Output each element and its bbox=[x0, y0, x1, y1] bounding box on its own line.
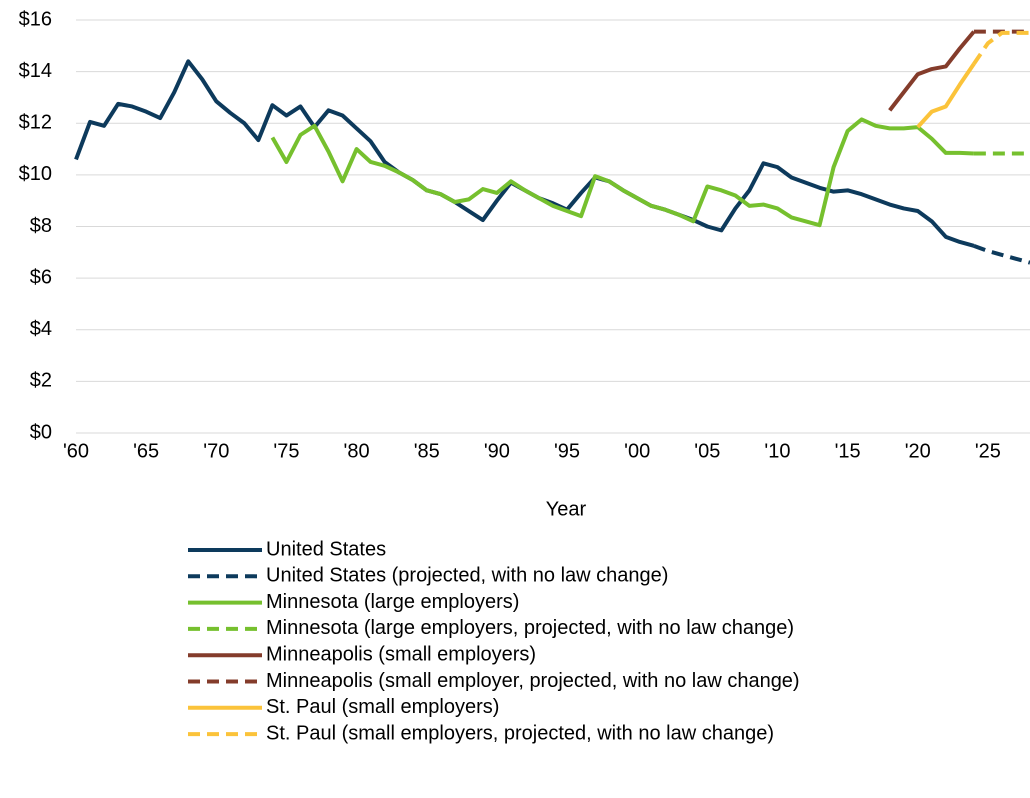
series-line bbox=[916, 62, 976, 129]
legend-label: St. Paul (small employers) bbox=[266, 696, 499, 718]
x-tick-label: '25 bbox=[975, 440, 1001, 462]
x-tick-label: '85 bbox=[414, 440, 440, 462]
y-tick-label: $12 bbox=[19, 112, 52, 134]
legend-label: United States (projected, with no law ch… bbox=[266, 565, 668, 587]
y-tick-label: $10 bbox=[19, 163, 52, 185]
x-tick-label: '70 bbox=[203, 440, 229, 462]
legend-label: Minnesota (large employers, projected, w… bbox=[266, 617, 794, 639]
x-tick-label: '95 bbox=[554, 440, 580, 462]
legend-label: Minnesota (large employers) bbox=[266, 591, 519, 613]
series-line bbox=[972, 30, 1030, 66]
y-tick-label: $4 bbox=[30, 318, 52, 340]
legend-label: St. Paul (small employers, projected, wi… bbox=[266, 722, 774, 744]
x-tick-label: '60 bbox=[63, 440, 89, 462]
x-tick-label: '05 bbox=[694, 440, 720, 462]
series-line bbox=[888, 30, 976, 112]
x-tick-label: '10 bbox=[764, 440, 790, 462]
y-tick-label: $8 bbox=[30, 215, 52, 237]
y-tick-label: $14 bbox=[19, 60, 52, 82]
y-tick-label: $6 bbox=[30, 266, 52, 288]
x-axis-title: Year bbox=[546, 498, 587, 520]
x-tick-label: '80 bbox=[344, 440, 370, 462]
series-line bbox=[973, 243, 1030, 265]
x-tick-label: '75 bbox=[273, 440, 299, 462]
x-tick-label: '20 bbox=[905, 440, 931, 462]
x-tick-label: '65 bbox=[133, 440, 159, 462]
x-tick-label: '00 bbox=[624, 440, 650, 462]
y-tick-label: $2 bbox=[30, 370, 52, 392]
y-tick-label: $0 bbox=[30, 421, 52, 443]
legend-label: Minneapolis (small employer, projected, … bbox=[266, 670, 800, 692]
x-tick-label: '15 bbox=[835, 440, 861, 462]
y-tick-label: $16 bbox=[19, 8, 52, 30]
series-line bbox=[270, 117, 974, 228]
legend-label: Minneapolis (small employers) bbox=[266, 643, 536, 665]
x-tick-label: '90 bbox=[484, 440, 510, 462]
legend-label: United States bbox=[266, 538, 386, 560]
